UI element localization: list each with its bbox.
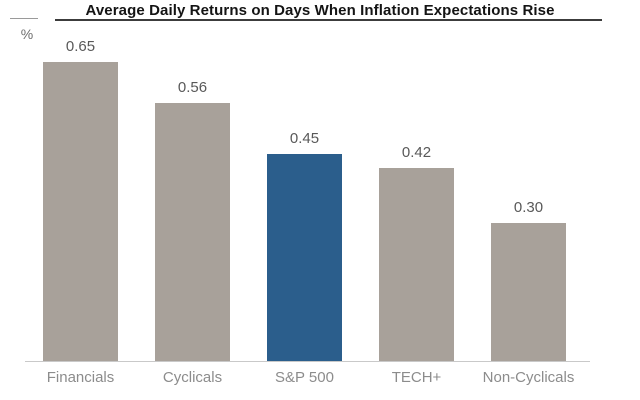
bar-value-label: 0.45 [289,130,320,147]
bar-category-label: Cyclicals [162,369,223,386]
x-axis-line [25,361,590,362]
y-axis-tick [10,18,38,19]
chart-title: Average Daily Returns on Days When Infla… [85,2,555,19]
bar [155,103,230,361]
bar-value-label: 0.30 [513,199,544,216]
bar-value-label: 0.56 [177,79,208,96]
bar [379,168,454,361]
bar [43,62,118,361]
y-axis-unit-label: % [20,26,34,42]
title-underline [55,19,602,21]
bar-value-label: 0.42 [401,144,432,161]
bar-category-label: S&P 500 [275,369,334,386]
bar-category-label: Financials [46,369,115,386]
bar [267,154,342,361]
bar-value-label: 0.65 [65,38,96,55]
bar-category-label: Non-Cyclicals [482,369,575,386]
bar [491,223,566,361]
bar-category-label: TECH+ [391,369,442,386]
